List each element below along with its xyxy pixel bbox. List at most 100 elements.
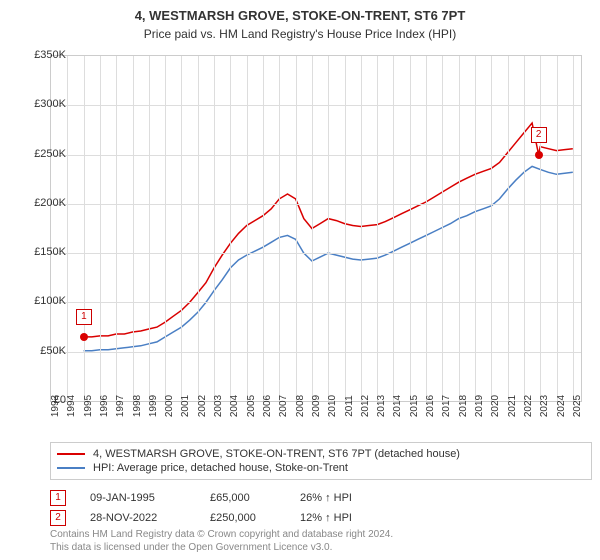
row-date: 09-JAN-1995 [90,492,210,504]
x-axis-label: 2017 [441,395,452,417]
x-axis-label: 2003 [213,395,224,417]
gridline-v [247,56,248,401]
legend-label: HPI: Average price, detached house, Stok… [93,462,348,474]
gridline-h [51,302,581,303]
transaction-marker: 1 [76,309,92,325]
legend-item: HPI: Average price, detached house, Stok… [57,461,585,475]
x-axis-label: 2014 [392,395,403,417]
attribution-line-2: This data is licensed under the Open Gov… [50,541,393,554]
x-axis-label: 2002 [197,395,208,417]
table-row: 2 28-NOV-2022£250,00012% ↑ HPI [50,508,390,528]
row-price: £250,000 [210,512,300,524]
y-axis-label: £350K [21,49,66,61]
gridline-h [51,204,581,205]
gridline-v [459,56,460,401]
x-axis-label: 2011 [344,395,355,417]
x-axis-label: 2008 [295,395,306,417]
x-axis-label: 2010 [327,395,338,417]
transaction-marker: 2 [531,127,547,143]
gridline-v [426,56,427,401]
y-axis-label: £50K [21,345,66,357]
gridline-v [328,56,329,401]
transaction-dot [535,151,543,159]
gridline-v [279,56,280,401]
x-axis-label: 2009 [311,395,322,417]
gridline-v [475,56,476,401]
x-axis-label: 2023 [539,395,550,417]
gridline-v [557,56,558,401]
legend-swatch [57,467,85,469]
y-axis-label: £300K [21,98,66,110]
gridline-v [393,56,394,401]
gridline-v [198,56,199,401]
gridline-h [51,352,581,353]
x-axis-label: 2024 [556,395,567,417]
legend-swatch [57,453,85,455]
gridline-v [84,56,85,401]
y-axis-label: £150K [21,246,66,258]
x-axis-label: 1995 [83,395,94,417]
gridline-v [540,56,541,401]
row-date: 28-NOV-2022 [90,512,210,524]
x-axis-label: 2021 [507,395,518,417]
gridline-v [442,56,443,401]
attribution-line-1: Contains HM Land Registry data © Crown c… [50,528,393,541]
gridline-v [149,56,150,401]
x-axis-label: 1994 [66,395,77,417]
gridline-v [67,56,68,401]
transaction-table: 1 09-JAN-1995£65,00026% ↑ HPI 2 28-NOV-2022… [50,488,390,528]
gridline-v [524,56,525,401]
x-axis-label: 1998 [132,395,143,417]
gridline-v [214,56,215,401]
gridline-v [508,56,509,401]
x-axis-label: 2015 [409,395,420,417]
gridline-v [100,56,101,401]
legend: 4, WESTMARSH GROVE, STOKE-ON-TRENT, ST6 … [50,442,592,480]
x-axis-label: 1997 [115,395,126,417]
legend-item: 4, WESTMARSH GROVE, STOKE-ON-TRENT, ST6 … [57,447,585,461]
row-pct: 12% ↑ HPI [300,512,390,524]
chart-plot-area: 12 [50,55,582,402]
y-axis-label: £200K [21,197,66,209]
x-axis-label: 1993 [50,395,61,417]
gridline-v [573,56,574,401]
row-price: £65,000 [210,492,300,504]
x-axis-label: 2019 [474,395,485,417]
gridline-h [51,253,581,254]
gridline-v [312,56,313,401]
row-marker: 2 [50,510,66,526]
row-marker: 1 [50,490,66,506]
x-axis-label: 2004 [229,395,240,417]
legend-label: 4, WESTMARSH GROVE, STOKE-ON-TRENT, ST6 … [93,448,460,460]
x-axis-label: 2000 [164,395,175,417]
x-axis-label: 2012 [360,395,371,417]
x-axis-label: 2020 [490,395,501,417]
chart-svg [51,56,581,401]
gridline-h [51,155,581,156]
x-axis-label: 2005 [246,395,257,417]
transaction-dot [80,333,88,341]
gridline-v [181,56,182,401]
gridline-v [263,56,264,401]
attribution-text: Contains HM Land Registry data © Crown c… [50,528,393,554]
y-axis-label: £100K [21,295,66,307]
x-axis-label: 2018 [458,395,469,417]
x-axis-label: 1999 [148,395,159,417]
x-axis-label: 2001 [180,395,191,417]
chart-title: 4, WESTMARSH GROVE, STOKE-ON-TRENT, ST6 … [0,0,600,23]
x-axis-label: 2016 [425,395,436,417]
y-axis-label: £250K [21,148,66,160]
x-axis-label: 1996 [99,395,110,417]
gridline-v [296,56,297,401]
gridline-v [133,56,134,401]
gridline-v [491,56,492,401]
table-row: 1 09-JAN-1995£65,00026% ↑ HPI [50,488,390,508]
row-pct: 26% ↑ HPI [300,492,390,504]
gridline-h [51,105,581,106]
gridline-v [116,56,117,401]
x-axis-label: 2006 [262,395,273,417]
gridline-v [345,56,346,401]
gridline-v [377,56,378,401]
x-axis-label: 2022 [523,395,534,417]
x-axis-label: 2013 [376,395,387,417]
